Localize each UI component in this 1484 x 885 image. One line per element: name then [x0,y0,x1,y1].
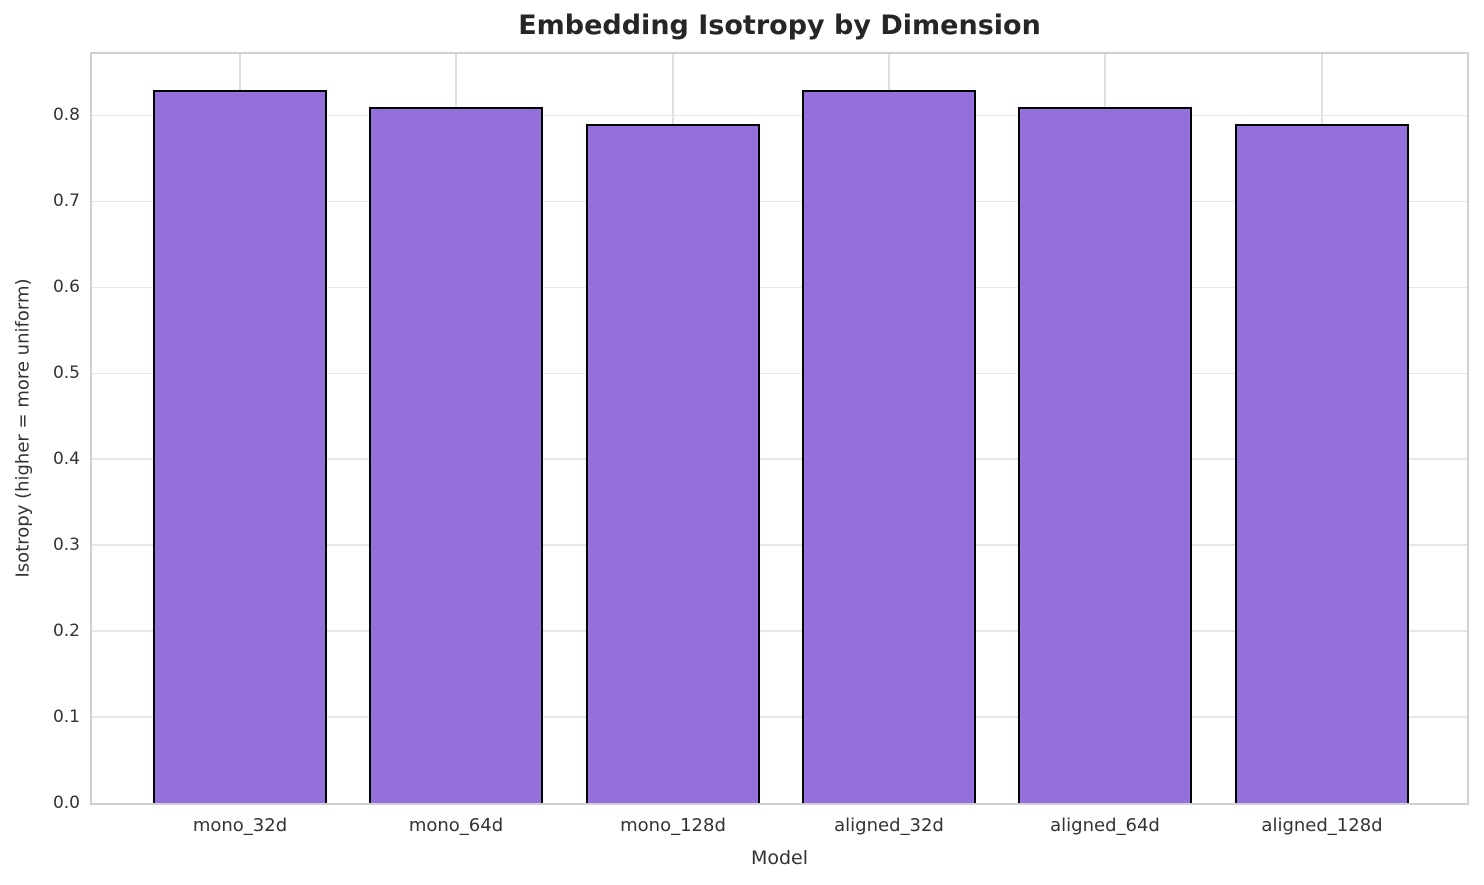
y-tick-label: 0.8 [52,105,80,126]
bar-mono_64d [369,106,543,803]
bar-aligned_128d [1235,124,1409,803]
y-tick-label: 0.7 [52,191,80,212]
plot-area [90,52,1469,805]
h-gridline [92,458,1467,460]
h-gridline [92,286,1467,289]
h-gridline [92,544,1467,546]
h-gridline [92,114,1467,117]
chart-title: Embedding Isotropy by Dimension [518,10,1041,41]
x-axis-label: Model [750,847,809,869]
bar-mono_128d [586,124,760,803]
h-gridline [92,200,1467,203]
x-tick-label: mono_128d [620,815,726,836]
h-gridline [92,630,1467,632]
x-tick-label: mono_32d [192,815,288,836]
bar-mono_32d [153,89,327,803]
x-tick-label: aligned_32d [834,815,944,836]
y-axis-label: Isotropy (higher = more uniform) [12,278,34,578]
x-tick-label: mono_64d [408,815,504,836]
x-tick-label: aligned_64d [1050,815,1160,836]
bars-layer [92,54,1467,803]
bar-aligned_64d [1018,106,1192,803]
bar-aligned_32d [802,89,976,803]
y-tick-label: 0.2 [52,621,80,642]
y-tick-label: 0.1 [52,707,80,728]
h-gridline [92,372,1467,375]
y-tick-label: 0.0 [52,793,80,813]
x-tick-label: aligned_128d [1261,815,1383,836]
h-gridline [92,716,1467,718]
